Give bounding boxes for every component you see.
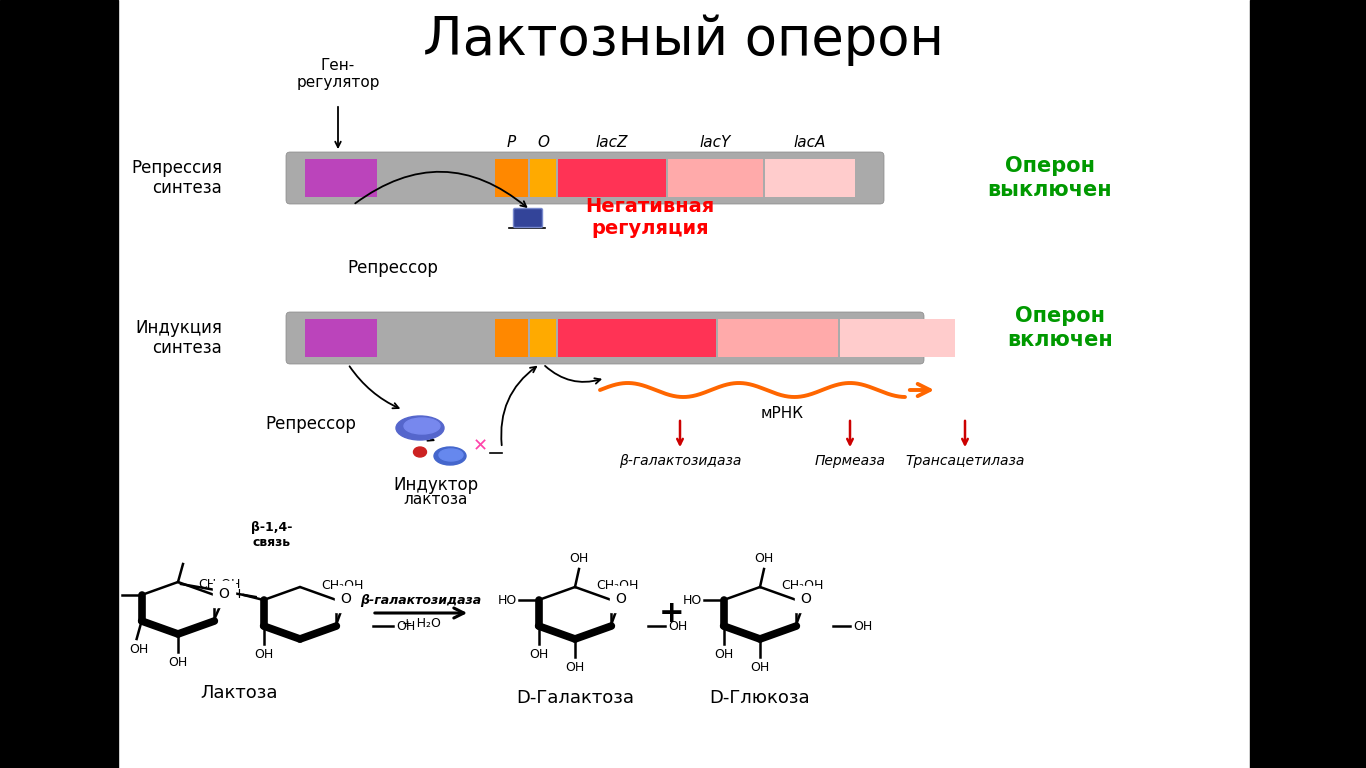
Text: Лактоза: Лактоза xyxy=(201,684,277,702)
Text: CH₂OH: CH₂OH xyxy=(596,579,638,592)
Text: HO: HO xyxy=(100,588,120,601)
Text: Лактозный оперон: Лактозный оперон xyxy=(422,14,944,66)
Bar xyxy=(557,319,716,357)
Text: OH: OH xyxy=(529,648,548,661)
Text: CH₂OH: CH₂OH xyxy=(781,579,824,592)
Text: Ген-
регулятор: Ген- регулятор xyxy=(296,58,380,90)
Text: P: P xyxy=(507,135,515,150)
Text: Индуктор: Индуктор xyxy=(393,476,478,494)
Text: лактоза: лактоза xyxy=(404,492,469,507)
Text: Индукция
синтеза: Индукция синтеза xyxy=(135,319,223,357)
Text: β-галактозидаза: β-галактозидаза xyxy=(361,594,482,607)
Text: OH: OH xyxy=(854,620,873,633)
Text: OH: OH xyxy=(168,656,187,669)
Bar xyxy=(305,319,377,357)
FancyBboxPatch shape xyxy=(514,208,542,227)
Text: lacA: lacA xyxy=(794,135,826,150)
Text: OH: OH xyxy=(254,648,273,661)
Text: мРНК: мРНК xyxy=(761,406,803,421)
Bar xyxy=(494,159,529,197)
Bar xyxy=(557,159,667,197)
Text: O: O xyxy=(219,587,229,601)
Bar xyxy=(530,159,556,197)
Text: Репрессор: Репрессор xyxy=(347,259,438,277)
Bar xyxy=(1250,0,1366,768)
Text: O: O xyxy=(800,592,811,606)
Text: lacZ: lacZ xyxy=(596,135,628,150)
Text: + H₂O: + H₂O xyxy=(402,617,440,630)
Ellipse shape xyxy=(434,447,466,465)
Text: β-галактозидаза: β-галактозидаза xyxy=(619,454,742,468)
Text: Оперон
выключен: Оперон выключен xyxy=(988,157,1112,200)
Text: Трансацетилаза: Трансацетилаза xyxy=(906,454,1024,468)
Text: D-Глюкоза: D-Глюкоза xyxy=(710,689,810,707)
Text: CH₂OH: CH₂OH xyxy=(321,579,363,592)
Text: Репрессия
синтеза: Репрессия синтеза xyxy=(131,159,223,197)
Text: O: O xyxy=(537,135,549,150)
Bar xyxy=(719,319,837,357)
Text: OH: OH xyxy=(566,661,585,674)
Text: lacY: lacY xyxy=(699,135,731,150)
Ellipse shape xyxy=(438,449,463,461)
Text: OH: OH xyxy=(396,620,415,633)
Bar xyxy=(494,319,529,357)
Bar xyxy=(840,319,955,357)
Bar xyxy=(0,0,117,768)
Text: β-1,4-
связь: β-1,4- связь xyxy=(251,521,292,549)
Text: D-Галактоза: D-Галактоза xyxy=(516,689,634,707)
Text: ✕: ✕ xyxy=(473,437,488,455)
Text: CH₂OH: CH₂OH xyxy=(198,578,240,591)
Text: Репрессор: Репрессор xyxy=(265,415,357,433)
Text: HO: HO xyxy=(683,594,702,607)
Text: OH: OH xyxy=(714,648,734,661)
Ellipse shape xyxy=(414,447,426,457)
Text: Негативная
регуляция: Негативная регуляция xyxy=(586,197,714,239)
Text: OH: OH xyxy=(668,620,687,633)
Text: O: O xyxy=(615,592,626,606)
Text: +: + xyxy=(660,598,684,627)
FancyBboxPatch shape xyxy=(285,312,923,364)
Text: OH: OH xyxy=(128,643,149,656)
Text: OH: OH xyxy=(570,552,589,565)
Text: Оперон
включен: Оперон включен xyxy=(1007,306,1113,349)
Text: OH: OH xyxy=(750,661,769,674)
Ellipse shape xyxy=(404,418,440,434)
Bar xyxy=(305,159,377,197)
Text: O: O xyxy=(340,592,351,606)
Ellipse shape xyxy=(396,416,444,440)
Bar xyxy=(668,159,764,197)
Text: HO: HO xyxy=(497,594,516,607)
Text: OH: OH xyxy=(223,588,242,601)
FancyBboxPatch shape xyxy=(285,152,884,204)
Bar xyxy=(765,159,855,197)
Text: Пермеаза: Пермеаза xyxy=(814,454,885,468)
Bar xyxy=(530,319,556,357)
Text: OH: OH xyxy=(754,552,773,565)
